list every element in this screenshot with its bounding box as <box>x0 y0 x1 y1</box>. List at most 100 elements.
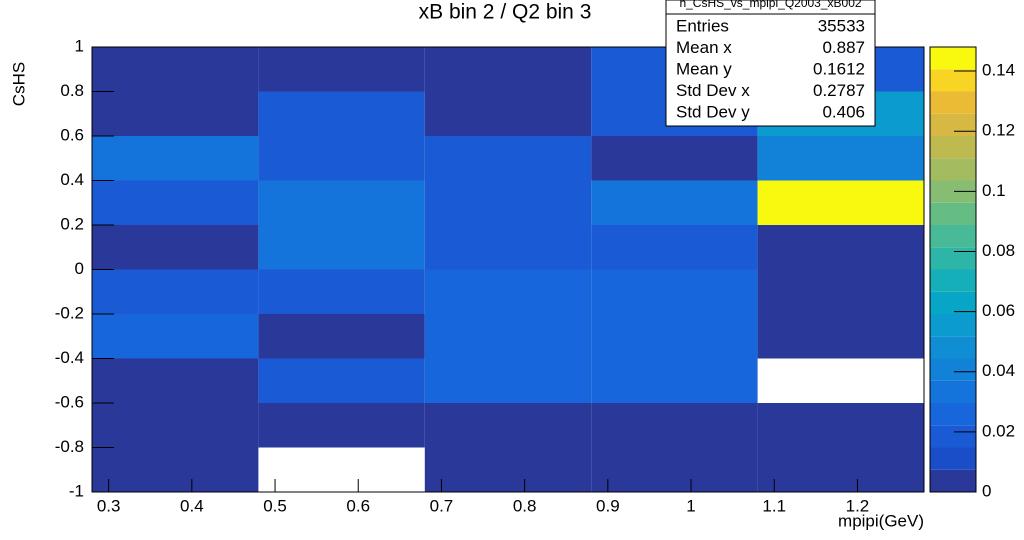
heatmap-cell <box>258 47 425 92</box>
colorbar-tick-label: 0.04 <box>982 361 1015 380</box>
heatmap-cell <box>424 180 592 225</box>
colorbar-tick-label: 0.08 <box>982 241 1015 260</box>
y-tick-label: 1 <box>75 36 84 55</box>
colorbar-step <box>930 247 976 270</box>
heatmap-cell <box>424 47 592 92</box>
colorbar-step <box>930 447 976 470</box>
heatmap-cell <box>424 358 592 403</box>
x-tick-label: 0.9 <box>596 496 620 515</box>
colorbar-tick-label: 0 <box>982 481 991 500</box>
stats-title: h_CsHS_vs_mpipi_Q2003_xB002 <box>679 0 861 10</box>
y-tick-label: 0.6 <box>60 125 84 144</box>
heatmap-cell <box>92 136 259 181</box>
heatmap-cell <box>591 225 758 270</box>
heatmap-cell <box>258 403 425 448</box>
heatmap-cell <box>258 91 425 136</box>
heatmap-cell <box>757 180 924 225</box>
stats-label: Std Dev y <box>676 102 750 121</box>
y-axis-label: CsHS <box>9 62 28 106</box>
heatmap-cell <box>757 314 924 359</box>
colorbar-step <box>930 113 976 136</box>
x-tick-label: 0.7 <box>430 496 454 515</box>
x-tick-label: 0.8 <box>513 496 537 515</box>
heatmap-cell <box>424 447 592 492</box>
heatmap-cell <box>757 447 924 492</box>
colorbar-frame <box>929 46 977 493</box>
x-axis-label: mpipi(GeV) <box>838 511 924 530</box>
heatmap-cell <box>757 269 924 314</box>
colorbar-step <box>930 425 976 448</box>
heatmap-cell <box>424 225 592 270</box>
colorbar-step <box>930 469 976 492</box>
colorbar-step <box>930 202 976 225</box>
colorbar-step <box>930 314 976 337</box>
colorbar-step <box>930 269 976 292</box>
heatmap-cell <box>757 136 924 181</box>
colorbar-step <box>930 158 976 181</box>
heatmap-cell <box>258 358 425 403</box>
y-tick-label: -1 <box>69 481 84 500</box>
colorbar-step <box>930 69 976 92</box>
heatmap-cell <box>424 403 592 448</box>
x-tick-label: 1.1 <box>762 496 786 515</box>
chart-title: xB bin 2 / Q2 bin 3 <box>419 1 592 24</box>
y-tick-label: 0.4 <box>60 170 84 189</box>
y-tick-label: -0.2 <box>55 303 84 322</box>
heatmap-cell <box>424 136 592 181</box>
stats-value: 0.887 <box>822 38 865 57</box>
heatmap-cell <box>591 269 758 314</box>
x-tick-label: 0.6 <box>346 496 370 515</box>
heatmap-cell <box>92 447 259 492</box>
heatmap-cell <box>424 91 592 136</box>
x-tick-label: 0.5 <box>263 496 287 515</box>
heatmap-cell <box>92 403 259 448</box>
stats-box <box>665 0 876 127</box>
colorbar-step <box>930 47 976 70</box>
heatmap-cell <box>424 269 592 314</box>
heatmap-cell <box>92 180 259 225</box>
colorbar-tick-label: 0.1 <box>982 181 1006 200</box>
stats-label: Std Dev x <box>676 81 750 100</box>
y-tick-label: -0.4 <box>55 348 84 367</box>
y-tick-label: -0.6 <box>55 392 84 411</box>
heatmap-cell <box>258 180 425 225</box>
stats-label: Entries <box>676 16 729 35</box>
colorbar-step <box>930 180 976 203</box>
stats-value: 35533 <box>818 16 865 35</box>
y-tick-label: 0.8 <box>60 81 84 100</box>
stats-value: 0.1612 <box>813 59 865 78</box>
y-tick-label: -0.8 <box>55 437 84 456</box>
x-tick-label: 1.2 <box>846 496 870 515</box>
colorbar-step <box>930 336 976 359</box>
heatmap-cell <box>591 358 758 403</box>
colorbar-tick-label: 0.02 <box>982 421 1015 440</box>
colorbar-step <box>930 136 976 159</box>
heatmap-cell <box>424 314 592 359</box>
colorbar-tick-label: 0.06 <box>982 301 1015 320</box>
stats-value: 0.406 <box>822 102 865 121</box>
colorbar-tick-label: 0.12 <box>982 121 1015 140</box>
heatmap-cell <box>591 180 758 225</box>
colorbar-step <box>930 403 976 426</box>
heatmap-cell <box>92 358 259 403</box>
stats-label: Mean y <box>676 59 732 78</box>
stats-value: 0.2787 <box>813 81 865 100</box>
x-tick-label: 0.4 <box>180 496 204 515</box>
colorbar-step <box>930 380 976 403</box>
heatmap-cell <box>92 225 259 270</box>
stats-label: Mean x <box>676 38 732 57</box>
heatmap-cell <box>92 91 259 136</box>
heatmap-cell <box>591 447 758 492</box>
colorbar-step <box>930 291 976 314</box>
colorbar-tick-label: 0.14 <box>982 61 1015 80</box>
heatmap-cell <box>258 136 425 181</box>
colorbar-step <box>930 91 976 114</box>
colorbar-step <box>930 225 976 248</box>
heatmap-cell <box>757 225 924 270</box>
heatmap-cell <box>92 47 259 92</box>
x-tick-label: 1 <box>686 496 695 515</box>
y-tick-label: 0 <box>75 259 84 278</box>
heatmap-cell <box>258 314 425 359</box>
y-tick-label: 0.2 <box>60 214 84 233</box>
